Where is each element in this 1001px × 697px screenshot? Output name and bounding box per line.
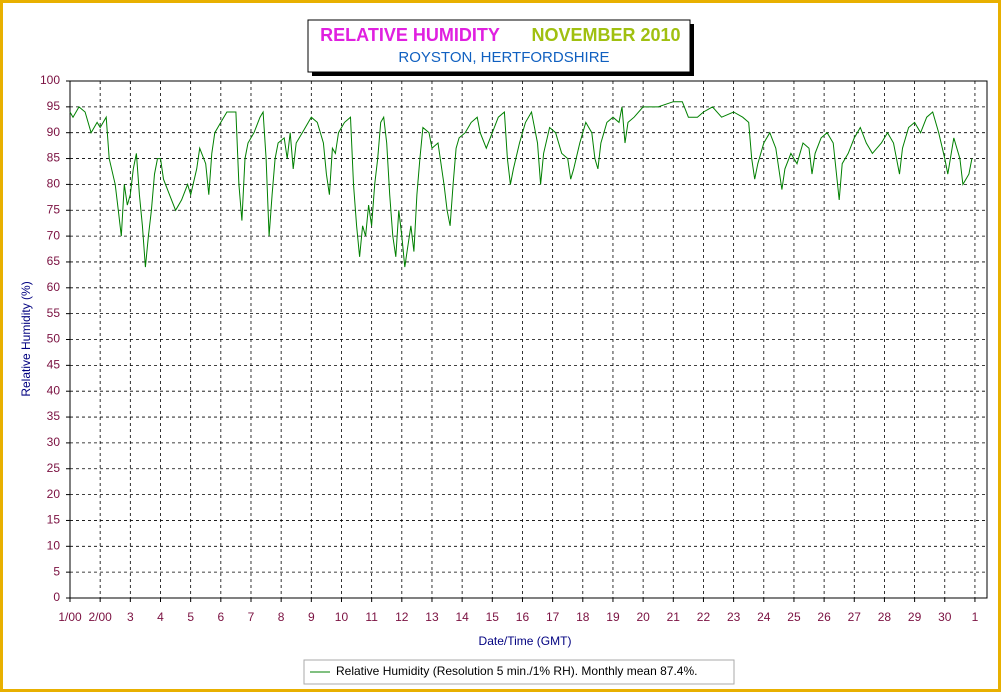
x-tick-label: 16 <box>516 610 530 624</box>
x-tick-label: 21 <box>667 610 681 624</box>
y-tick-label: 60 <box>47 280 61 294</box>
y-axis-label: Relative Humidity (%) <box>19 281 33 396</box>
y-tick-label: 95 <box>47 99 61 113</box>
x-tick-label: 19 <box>606 610 620 624</box>
y-tick-label: 90 <box>47 125 61 139</box>
y-tick-label: 65 <box>47 254 61 268</box>
x-tick-label: 11 <box>365 610 378 624</box>
x-axis-label: Date/Time (GMT) <box>479 634 572 648</box>
x-tick-label: 25 <box>787 610 801 624</box>
y-tick-label: 20 <box>47 487 61 501</box>
plot-area <box>69 80 988 599</box>
x-tick-label: 22 <box>697 610 711 624</box>
x-tick-label: 27 <box>848 610 862 624</box>
y-tick-label: 80 <box>47 177 61 191</box>
x-tick-label: 8 <box>278 610 285 624</box>
y-tick-label: 15 <box>47 513 61 527</box>
x-tick-label: 1 <box>972 610 979 624</box>
y-tick-label: 10 <box>47 538 61 552</box>
x-tick-label: 30 <box>938 610 952 624</box>
y-tick-label: 25 <box>47 461 61 475</box>
y-tick-label: 40 <box>47 383 61 397</box>
title-box <box>307 19 691 73</box>
y-tick-label: 50 <box>47 332 61 346</box>
y-tick-label: 30 <box>47 435 61 449</box>
x-tick-label: 3 <box>127 610 134 624</box>
legend-label: Relative Humidity (Resolution 5 min./1% … <box>336 664 697 678</box>
x-tick-label: 1/00 <box>58 610 82 624</box>
x-tick-label: 10 <box>335 610 349 624</box>
y-tick-label: 45 <box>47 358 61 372</box>
legend-box <box>303 659 735 685</box>
x-tick-label: 24 <box>757 610 771 624</box>
x-tick-label: 12 <box>395 610 409 624</box>
x-tick-label: 28 <box>878 610 892 624</box>
chart-title: RELATIVE HUMIDITY <box>320 25 500 45</box>
x-tick-label: 5 <box>187 610 194 624</box>
x-tick-label: 26 <box>817 610 831 624</box>
x-tick-label: 15 <box>486 610 500 624</box>
x-tick-label: 13 <box>425 610 439 624</box>
x-tick-label: 9 <box>308 610 315 624</box>
y-tick-label: 100 <box>40 73 60 87</box>
x-tick-label: 18 <box>576 610 590 624</box>
x-tick-label: 2/00 <box>88 610 112 624</box>
y-tick-label: 35 <box>47 409 61 423</box>
x-tick-label: 14 <box>455 610 469 624</box>
x-tick-label: 20 <box>636 610 650 624</box>
x-tick-label: 7 <box>248 610 255 624</box>
x-tick-label: 23 <box>727 610 741 624</box>
y-tick-label: 85 <box>47 151 61 165</box>
chart-title-period: NOVEMBER 2010 <box>531 25 680 45</box>
chart-subtitle: ROYSTON, HERTFORDSHIRE <box>398 49 609 66</box>
y-tick-label: 75 <box>47 202 61 216</box>
x-tick-label: 6 <box>217 610 224 624</box>
y-tick-label: 70 <box>47 228 61 242</box>
y-tick-label: 55 <box>47 306 61 320</box>
x-tick-label: 17 <box>546 610 560 624</box>
series-line <box>69 101 973 268</box>
x-tick-label: 4 <box>157 610 164 624</box>
y-tick-label: 5 <box>53 564 60 578</box>
y-tick-label: 0 <box>53 590 60 604</box>
x-tick-label: 29 <box>908 610 922 624</box>
